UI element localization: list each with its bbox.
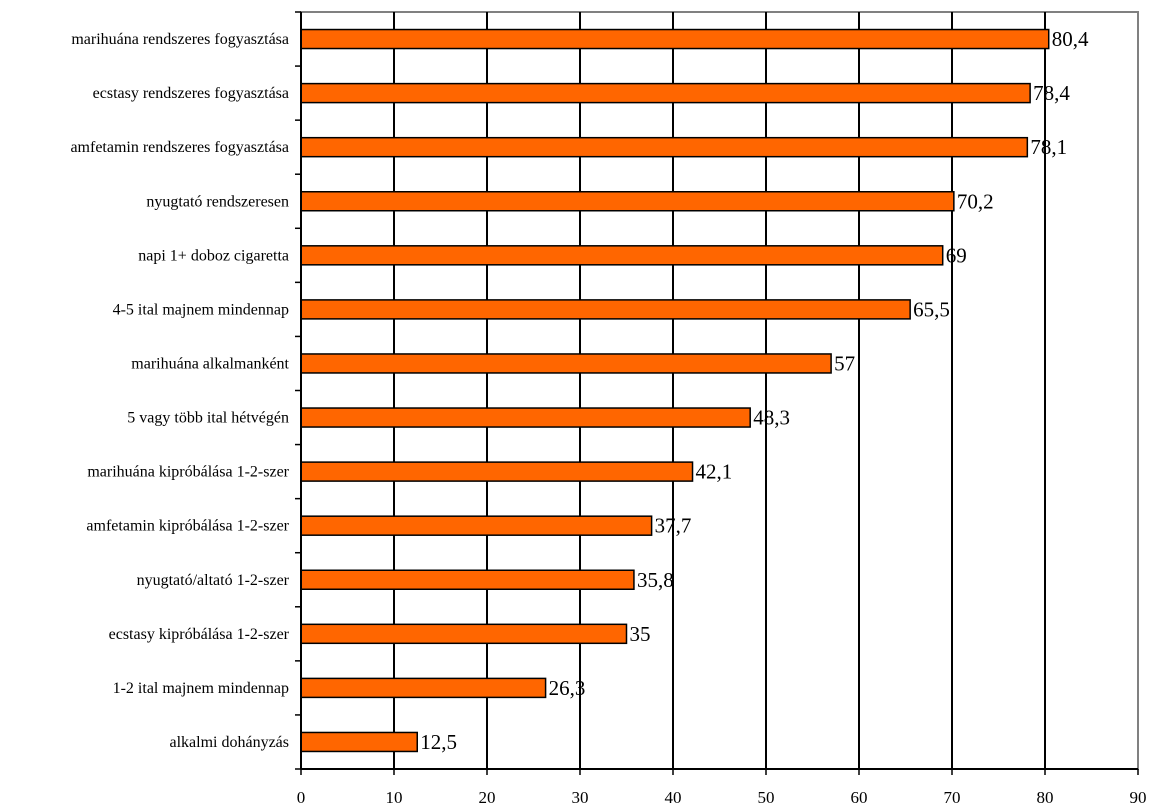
value-label: 12,5	[420, 730, 457, 754]
category-label: nyugtató/altató 1-2-szer	[137, 572, 290, 589]
value-label: 80,4	[1052, 27, 1089, 51]
value-label: 48,3	[753, 406, 790, 430]
x-tick-label: 60	[851, 788, 868, 807]
category-label: napi 1+ doboz cigaretta	[138, 247, 289, 264]
bar	[300, 731, 418, 753]
bar	[300, 353, 832, 374]
category-label: amfetamin kipróbálása 1-2-szer	[86, 518, 289, 535]
x-tick-label: 20	[479, 788, 496, 807]
value-label: 78,1	[1030, 135, 1067, 159]
value-label: 42,1	[696, 460, 733, 484]
x-tick-label: 80	[1037, 788, 1054, 807]
bar	[300, 299, 911, 320]
x-tick-label: 10	[386, 788, 403, 807]
value-label: 35,8	[637, 568, 674, 592]
category-label: amfetamin rendszeres fogyasztása	[70, 139, 289, 156]
x-tick-labels: 0 10 20 30 40 50 60 70 80 90	[297, 788, 1147, 807]
category-label: ecstasy rendszeres fogyasztása	[93, 85, 289, 102]
category-label: 4-5 ital majnem mindennap	[113, 301, 289, 318]
bar	[300, 461, 694, 482]
bar	[300, 28, 1050, 50]
bar	[300, 515, 653, 536]
value-label: 78,4	[1033, 81, 1070, 105]
category-label: marihuána alkalmanként	[131, 355, 289, 372]
category-label: ecstasy kipróbálása 1-2-szer	[109, 626, 290, 643]
value-label: 57	[834, 351, 855, 375]
x-tick-label: 90	[1130, 788, 1147, 807]
value-label: 70,2	[957, 189, 994, 213]
x-tick-label: 70	[944, 788, 961, 807]
value-label: 35	[630, 622, 651, 646]
bar	[300, 623, 628, 645]
bar	[300, 136, 1029, 158]
bar	[300, 407, 751, 428]
bar	[300, 245, 944, 266]
category-label: marihuána kipróbálása 1-2-szer	[87, 464, 289, 481]
category-label: 1-2 ital majnem mindennap	[113, 680, 289, 697]
value-label: 65,5	[913, 297, 950, 321]
category-label: alkalmi dohányzás	[169, 734, 289, 751]
x-tick-label: 30	[572, 788, 589, 807]
value-label: 37,7	[655, 514, 692, 538]
value-label: 26,3	[549, 676, 586, 700]
bar	[300, 82, 1031, 104]
category-label: 5 vagy több ital hétvégén	[127, 410, 289, 427]
x-tick-label: 50	[758, 788, 775, 807]
axes	[295, 11, 1139, 775]
bar	[300, 677, 547, 699]
category-labels: marihuána rendszeres fogyasztása ecstasy …	[70, 31, 289, 751]
bar	[300, 191, 955, 212]
value-labels: 80,4 78,4 78,1 70,2 69 65,5 57 48,3 42,1 37,7 35,8…	[420, 27, 1089, 754]
bar	[300, 569, 635, 590]
x-tick-label: 0	[297, 788, 306, 807]
category-label: nyugtató rendszeresen	[146, 193, 289, 210]
bars	[300, 28, 1050, 753]
value-label: 69	[946, 243, 967, 267]
plot-frame	[300, 11, 1139, 770]
x-tick-label: 40	[665, 788, 682, 807]
category-label: marihuána rendszeres fogyasztása	[71, 31, 289, 48]
